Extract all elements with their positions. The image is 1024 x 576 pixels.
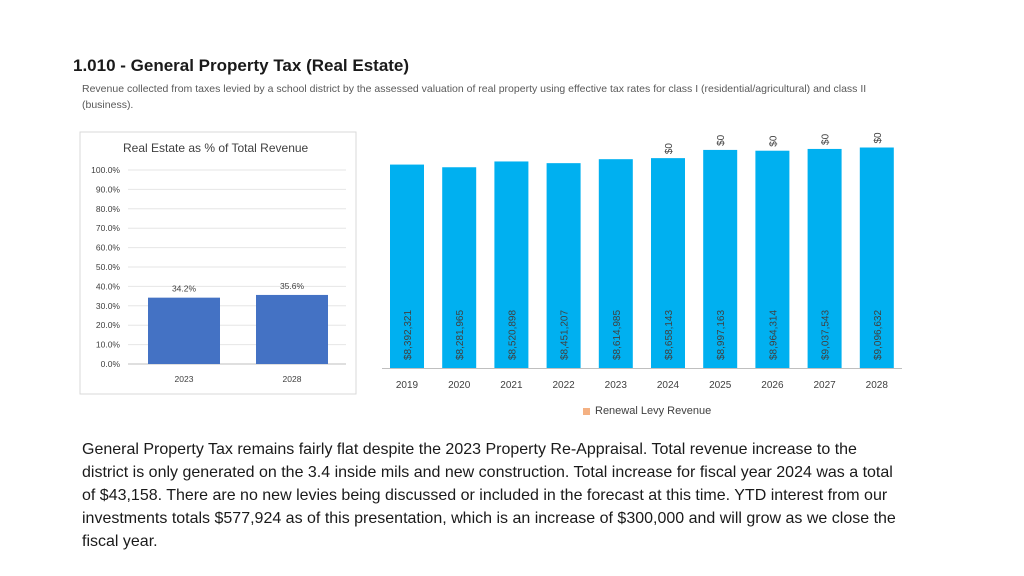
right-bar-value-label: $8,451,207 [560,310,571,360]
right-bar-2024 [651,158,685,368]
left-y-tick-label: 30.0% [96,301,121,311]
right-bar-2020 [442,167,477,368]
right-bar-value-label: $8,392,321 [403,310,414,360]
left-y-tick-label: 100.0% [91,165,120,175]
renewal-levy-value-label: $0 [768,135,779,147]
renewal-levy-value-label: $0 [821,133,832,145]
right-bar-value-label: $8,964,314 [768,310,779,360]
right-bar-2019 [390,164,424,368]
right-bar-value-label: $8,658,143 [664,310,675,360]
legend-swatch [583,407,590,415]
right-bar-value-label: $9,096,632 [873,310,884,360]
left-chart-title: Real Estate as % of Total Revenue [123,141,309,155]
right-x-tick-label: 2025 [709,380,732,391]
renewal-levy-value-label: $0 [664,143,675,155]
renewal-levy-value-label: $0 [873,132,884,144]
right-bar-2028 [859,147,894,368]
charts-canvas: Real Estate as % of Total Revenue 0.0% 10… [79,131,902,395]
left-y-tick-label: 0.0% [101,359,121,369]
left-y-tick-label: 60.0% [96,243,121,253]
left-x-tick-label: 2028 [283,374,302,384]
page-title: 1.010 - General Property Tax (Real Estat… [73,56,410,75]
right-bar-value-label: $9,037,543 [821,310,832,360]
left-y-tick-label: 10.0% [96,340,121,350]
renewal-levy-value-label: $0 [716,134,727,146]
body-paragraph: General Property Tax remains fairly flat… [82,441,896,550]
right-chart-legend: Renewal Levy Revenue [583,405,711,417]
left-y-tick-label: 80.0% [96,204,121,214]
left-bar-2023 [148,297,220,364]
left-bar-value-label: 35.6% [280,281,305,291]
right-x-tick-label: 2028 [866,380,889,391]
right-x-tick-label: 2024 [657,380,680,391]
right-bar-value-label: $8,614,985 [612,310,623,360]
right-bar-value-label: $8,520,898 [507,310,518,360]
legend-label: Renewal Levy Revenue [595,405,712,417]
right-bar-2022 [546,163,581,368]
left-x-tick-label: 2023 [175,374,194,384]
left-bar-value-label: 34.2% [172,284,197,294]
right-bar-2023 [598,159,633,368]
right-x-tick-label: 2023 [605,380,628,391]
left-y-tick-label: 50.0% [96,262,121,272]
right-chart-bars: $8,392,321 2019 $8,281,965 2020 $8,520,898 20… [390,132,894,391]
left-y-tick-label: 20.0% [96,320,121,330]
left-chart-bars: 34.2% 2023 35.6% 2028 [148,281,328,384]
right-bar-value-label: $8,997,163 [716,310,727,360]
left-y-tick-label: 90.0% [96,184,121,194]
right-bar-2025 [703,149,738,368]
page-subtitle: Revenue collected from taxes levied by a… [82,83,867,111]
right-bar-value-label: $8,281,965 [455,310,466,360]
right-bar-2026 [755,150,790,368]
right-bar-2027 [807,148,842,368]
right-x-tick-label: 2027 [813,380,836,391]
right-x-tick-label: 2021 [500,380,523,391]
left-y-tick-label: 40.0% [96,281,121,291]
right-x-tick-label: 2026 [761,380,784,391]
right-bar-2021 [494,161,529,368]
left-bar-2028 [256,294,328,364]
right-x-tick-label: 2020 [448,380,471,391]
right-x-tick-label: 2022 [552,380,575,391]
left-y-tick-label: 70.0% [96,223,121,233]
right-x-tick-label: 2019 [396,380,419,391]
